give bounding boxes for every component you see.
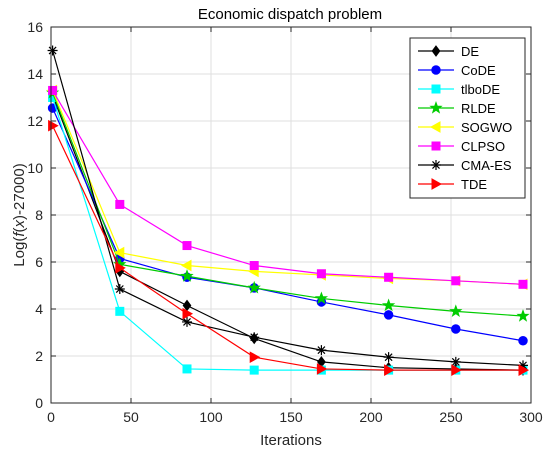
data-point (249, 351, 261, 364)
series-line (52, 50, 524, 366)
x-tick-label: 100 (199, 409, 223, 425)
x-tick-label: 200 (359, 409, 383, 425)
x-tick-label: 300 (519, 409, 543, 425)
x-axis-label: Iterations (260, 432, 322, 449)
legend-label: SOGWO (461, 120, 512, 135)
data-point (115, 199, 125, 209)
data-point (316, 363, 328, 375)
legend-box (409, 37, 526, 199)
data-point (451, 364, 462, 376)
legend-item: tlboDE (418, 82, 500, 97)
legend-item: SOGWO (418, 120, 512, 135)
data-point (381, 298, 396, 312)
data-point (449, 304, 463, 317)
series-lines (45, 45, 530, 376)
y-tick-label: 10 (27, 160, 43, 176)
data-point (316, 269, 326, 279)
data-point (115, 306, 125, 316)
data-point (114, 284, 125, 295)
series-line (52, 90, 524, 285)
legend-marker (431, 84, 441, 94)
data-point (249, 332, 260, 343)
data-point (384, 272, 394, 282)
legend-marker (431, 178, 443, 190)
data-point (518, 279, 528, 289)
data-point (518, 360, 528, 371)
y-tick-label: 16 (27, 19, 43, 35)
legend-label: TDE (461, 177, 487, 192)
data-point (383, 352, 394, 363)
y-tick-label: 6 (35, 254, 43, 270)
legend-label: CMA-ES (461, 158, 512, 173)
data-point (180, 269, 194, 282)
data-point (182, 307, 194, 320)
data-point (182, 364, 192, 374)
data-point (451, 324, 461, 334)
legend-label: DE (461, 44, 479, 59)
x-tick-label: 250 (439, 409, 463, 425)
legend-marker (429, 121, 441, 133)
data-point (247, 280, 261, 294)
legend-label: RLDE (461, 101, 496, 116)
chart-title: Economic dispatch problem (198, 6, 382, 23)
legend-marker (431, 141, 441, 151)
series-clpso (48, 85, 528, 289)
data-point (182, 241, 192, 251)
x-tick-label: 150 (279, 409, 303, 425)
data-point (316, 345, 327, 356)
data-point (249, 261, 259, 271)
data-point (47, 45, 58, 56)
y-tick-label: 4 (35, 301, 43, 317)
y-tick-label: 0 (35, 395, 43, 411)
legend-item: CLPSO (418, 139, 505, 154)
data-point (182, 316, 192, 327)
data-point (451, 276, 461, 286)
y-tick-label: 8 (35, 207, 43, 223)
series-line (52, 94, 524, 371)
legend-marker (429, 101, 443, 114)
data-point (384, 364, 395, 376)
ticks: 0 50 100 150 200 250 300 0 2 4 6 8 10 12 14 16 (27, 19, 542, 425)
data-point (180, 259, 192, 272)
data-point (516, 309, 530, 322)
y-tick-label: 2 (35, 348, 43, 364)
data-point (115, 262, 126, 274)
data-point (383, 310, 394, 320)
series-cma-es (47, 45, 528, 371)
series-line (52, 125, 523, 371)
legend-item: CMA-ES (418, 158, 512, 173)
series-line (52, 92, 524, 317)
data-point (48, 119, 59, 132)
x-tick-label: 0 (47, 409, 55, 425)
data-point (48, 85, 58, 95)
legend-item: RLDE (418, 101, 496, 116)
y-tick-label: 14 (27, 66, 43, 82)
series-line (52, 107, 524, 342)
legend-marker (431, 160, 441, 170)
data-point (450, 356, 461, 367)
legend-item: TDE (418, 177, 487, 192)
series-tde (48, 119, 530, 376)
legend-item: CoDE (418, 63, 496, 78)
legend-marker (431, 65, 441, 75)
data-point (314, 291, 329, 305)
legend-marker (431, 45, 441, 57)
data-point (518, 364, 530, 376)
x-tick-label: 50 (123, 409, 139, 425)
y-axis-label: Log(f(x)-27000) (11, 163, 28, 266)
legend: DE CoDE tlboDE RLDE SOGWO CLPSO CMA-ES TDE (409, 37, 526, 199)
data-point (518, 335, 528, 346)
y-tick-label: 12 (27, 113, 43, 129)
legend-label: CLPSO (461, 139, 505, 154)
data-point (249, 365, 259, 375)
legend-item: DE (418, 44, 479, 59)
legend-label: tlboDE (461, 82, 500, 97)
data-point (113, 246, 125, 259)
legend-label: CoDE (461, 63, 496, 78)
